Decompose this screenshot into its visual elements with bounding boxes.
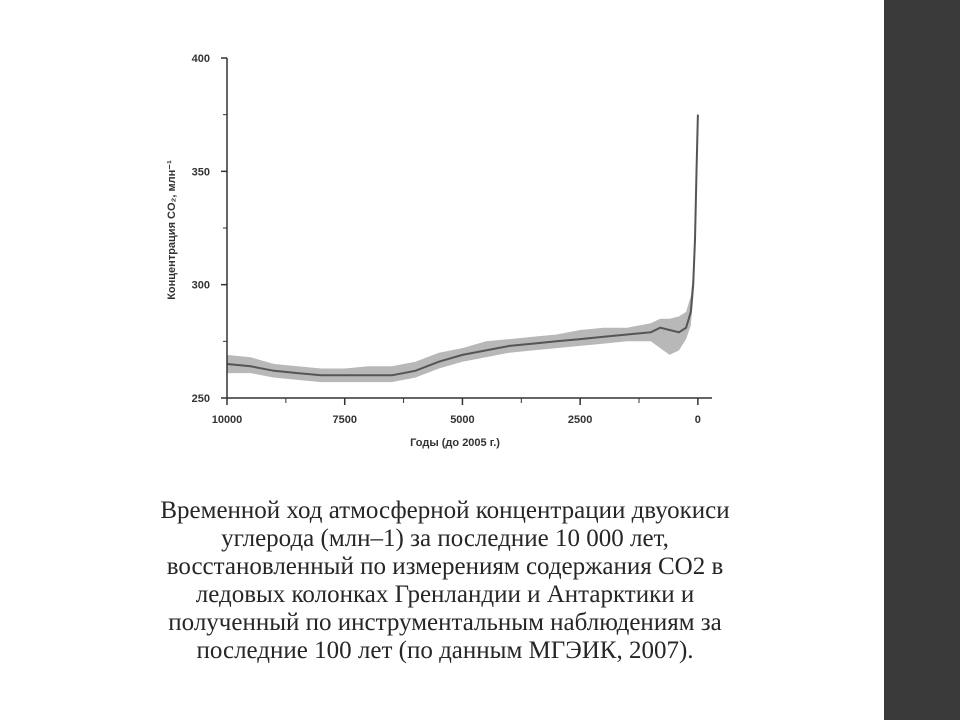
x-tick-label: 10000 — [212, 414, 243, 426]
caption-line: последние 100 лет (по данным МГЭИК, 2007… — [196, 637, 694, 664]
right-decorative-bar — [884, 0, 960, 720]
y-ticks: 250 300 350 400 — [192, 53, 227, 405]
y-axis-title: Концентрация CO₂, млн⁻¹ — [166, 160, 178, 300]
chart-line-group — [226, 114, 699, 377]
y-tick-label: 350 — [192, 166, 210, 178]
caption-line: углерода (млн–1) за последние 10 000 лет… — [221, 525, 669, 552]
x-tick-label: 7500 — [332, 414, 356, 426]
x-ticks: 10000 7500 5000 2500 0 — [212, 398, 701, 426]
caption-line: Временной ход атмосферной концентрации д… — [160, 497, 730, 524]
x-tick-label: 2500 — [568, 414, 592, 426]
co2-chart: 250 300 350 400 10000 7500 5000 2500 0 Годы (до… — [166, 53, 712, 449]
x-axis-title: Годы (до 2005 г.) — [410, 437, 500, 449]
chart-band-group — [227, 107, 698, 383]
co2-series-line — [226, 114, 699, 377]
uncertainty-band — [227, 107, 698, 383]
y-tick-label: 300 — [192, 280, 210, 292]
x-tick-label: 0 — [695, 414, 701, 426]
y-tick-label: 250 — [192, 393, 210, 405]
x-tick-label: 5000 — [450, 414, 474, 426]
caption-line: ледовых колонках Гренландии и Антарктики… — [195, 581, 695, 608]
chart-axes: 250 300 350 400 10000 7500 5000 2500 0 — [192, 53, 712, 426]
y-tick-label: 400 — [192, 53, 210, 65]
caption-line: полученный по инструментальным наблюдени… — [168, 609, 722, 636]
caption: Временной ход атмосферной концентрации д… — [40, 497, 850, 665]
caption-line: восстановленный по измерениям содержания… — [166, 553, 724, 580]
